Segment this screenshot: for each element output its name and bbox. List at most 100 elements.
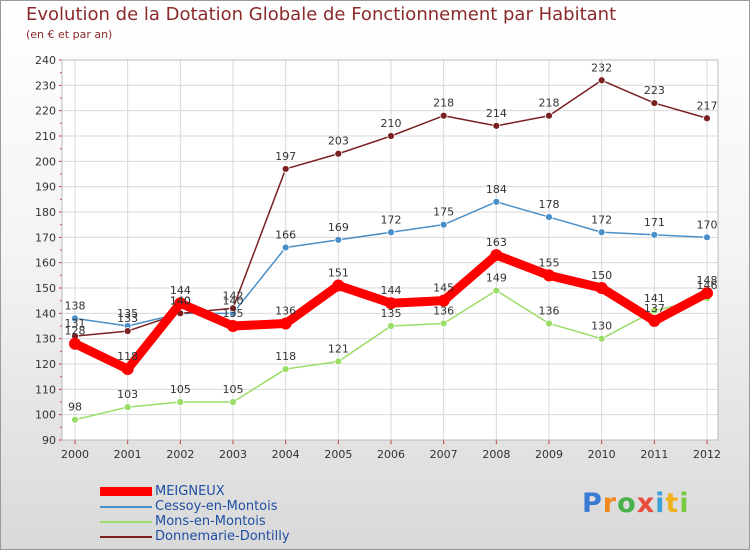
data-point [437, 294, 450, 307]
data-point [543, 269, 555, 282]
data-label: 133 [117, 312, 138, 325]
chart-title: Evolution de la Dotation Globale de Fonc… [26, 4, 617, 25]
logo-letter: P [582, 488, 603, 519]
logo-letter: r [602, 488, 618, 519]
data-point [71, 314, 79, 323]
data-label: 178 [539, 198, 560, 211]
data-label: 140 [170, 294, 191, 307]
data-label: 170 [697, 218, 718, 231]
x-tick-label: 2005 [324, 448, 352, 461]
data-label: 145 [433, 282, 454, 295]
data-point [545, 111, 553, 120]
x-tick-label: 2002 [166, 448, 194, 461]
data-point [332, 279, 345, 292]
data-point [439, 319, 448, 328]
data-point [648, 314, 661, 327]
data-label: 203 [328, 135, 349, 148]
data-point [71, 415, 79, 424]
y-tick-label: 220 [35, 105, 56, 118]
data-point [597, 334, 606, 343]
data-point [490, 249, 503, 262]
data-label: 103 [117, 388, 138, 401]
x-tick-label: 2006 [377, 448, 405, 461]
y-tick-label: 130 [35, 333, 56, 346]
plot-border [61, 59, 719, 441]
data-label: 144 [381, 284, 402, 297]
logo-letter: i [655, 488, 666, 519]
data-point [334, 149, 343, 158]
data-point [123, 403, 132, 411]
x-tick-label: 2004 [272, 448, 300, 461]
legend-item: MEIGNEUX [100, 484, 290, 499]
x-tick-label: 2007 [430, 448, 458, 461]
data-point [387, 228, 395, 237]
data-label: 146 [697, 279, 718, 292]
data-label: 144 [170, 284, 191, 297]
y-tick-label: 100 [35, 409, 56, 422]
data-label: 137 [644, 302, 665, 315]
data-point [492, 121, 501, 130]
y-tick-label: 190 [35, 181, 56, 194]
data-point [281, 243, 290, 252]
legend-item: Donnemarie-Dontilly [100, 529, 290, 544]
legend-swatch-donnemarie [100, 535, 152, 538]
logo-letter: x [636, 488, 656, 519]
legend-swatch-meigneux [100, 487, 152, 496]
data-label: 131 [65, 317, 86, 330]
logo-letter: i [679, 488, 690, 519]
data-label: 172 [381, 213, 402, 226]
data-label: 175 [433, 206, 454, 219]
data-label: 218 [539, 97, 560, 110]
legend-label-donnemarie: Donnemarie-Dontilly [155, 529, 290, 544]
data-point [387, 132, 395, 140]
y-tick-label: 180 [35, 206, 56, 219]
data-point [597, 76, 606, 85]
data-label: 136 [539, 304, 560, 317]
data-point [227, 320, 239, 332]
data-point [650, 99, 659, 107]
y-tick-label: 140 [35, 307, 56, 320]
data-label: 148 [697, 274, 718, 287]
data-point [121, 363, 134, 376]
x-tick-label: 2012 [693, 448, 721, 461]
data-label: 151 [328, 266, 349, 279]
data-point [334, 357, 343, 366]
data-point [597, 228, 606, 237]
data-point [545, 319, 553, 328]
logo-letter: t [665, 488, 680, 519]
legend-item: Cessoy-en-Montois [100, 499, 290, 514]
data-point [279, 317, 292, 330]
data-label: 135 [117, 307, 138, 320]
data-label: 171 [644, 216, 665, 229]
legend-swatch-cessoy [100, 505, 152, 508]
data-label: 150 [591, 269, 612, 282]
data-point [545, 213, 553, 221]
data-point [69, 337, 81, 350]
data-label: 197 [275, 150, 296, 163]
y-tick-label: 160 [35, 257, 56, 270]
legend-label-meigneux: MEIGNEUX [155, 484, 225, 499]
data-label: 118 [117, 350, 138, 363]
x-tick-label: 2010 [588, 448, 616, 461]
data-label: 214 [486, 107, 507, 120]
data-point [439, 220, 448, 229]
legend-label-cessoy: Cessoy-en-Montois [155, 499, 278, 514]
data-label: 172 [591, 213, 612, 226]
data-label: 184 [486, 183, 507, 196]
data-label: 163 [486, 236, 507, 249]
logo-letter: o [617, 488, 637, 519]
data-point [703, 114, 711, 123]
data-label: 105 [170, 383, 191, 396]
data-label: 135 [381, 307, 402, 320]
data-point [387, 322, 395, 330]
legend-item: Mons-en-Montois [100, 514, 290, 529]
data-point [334, 235, 343, 244]
data-point [650, 306, 659, 315]
data-label: 166 [275, 228, 296, 241]
x-tick-label: 2001 [114, 448, 142, 461]
data-point [703, 233, 711, 242]
y-tick-label: 230 [35, 79, 56, 92]
data-label: 155 [539, 256, 560, 269]
y-tick-label: 200 [35, 155, 56, 168]
